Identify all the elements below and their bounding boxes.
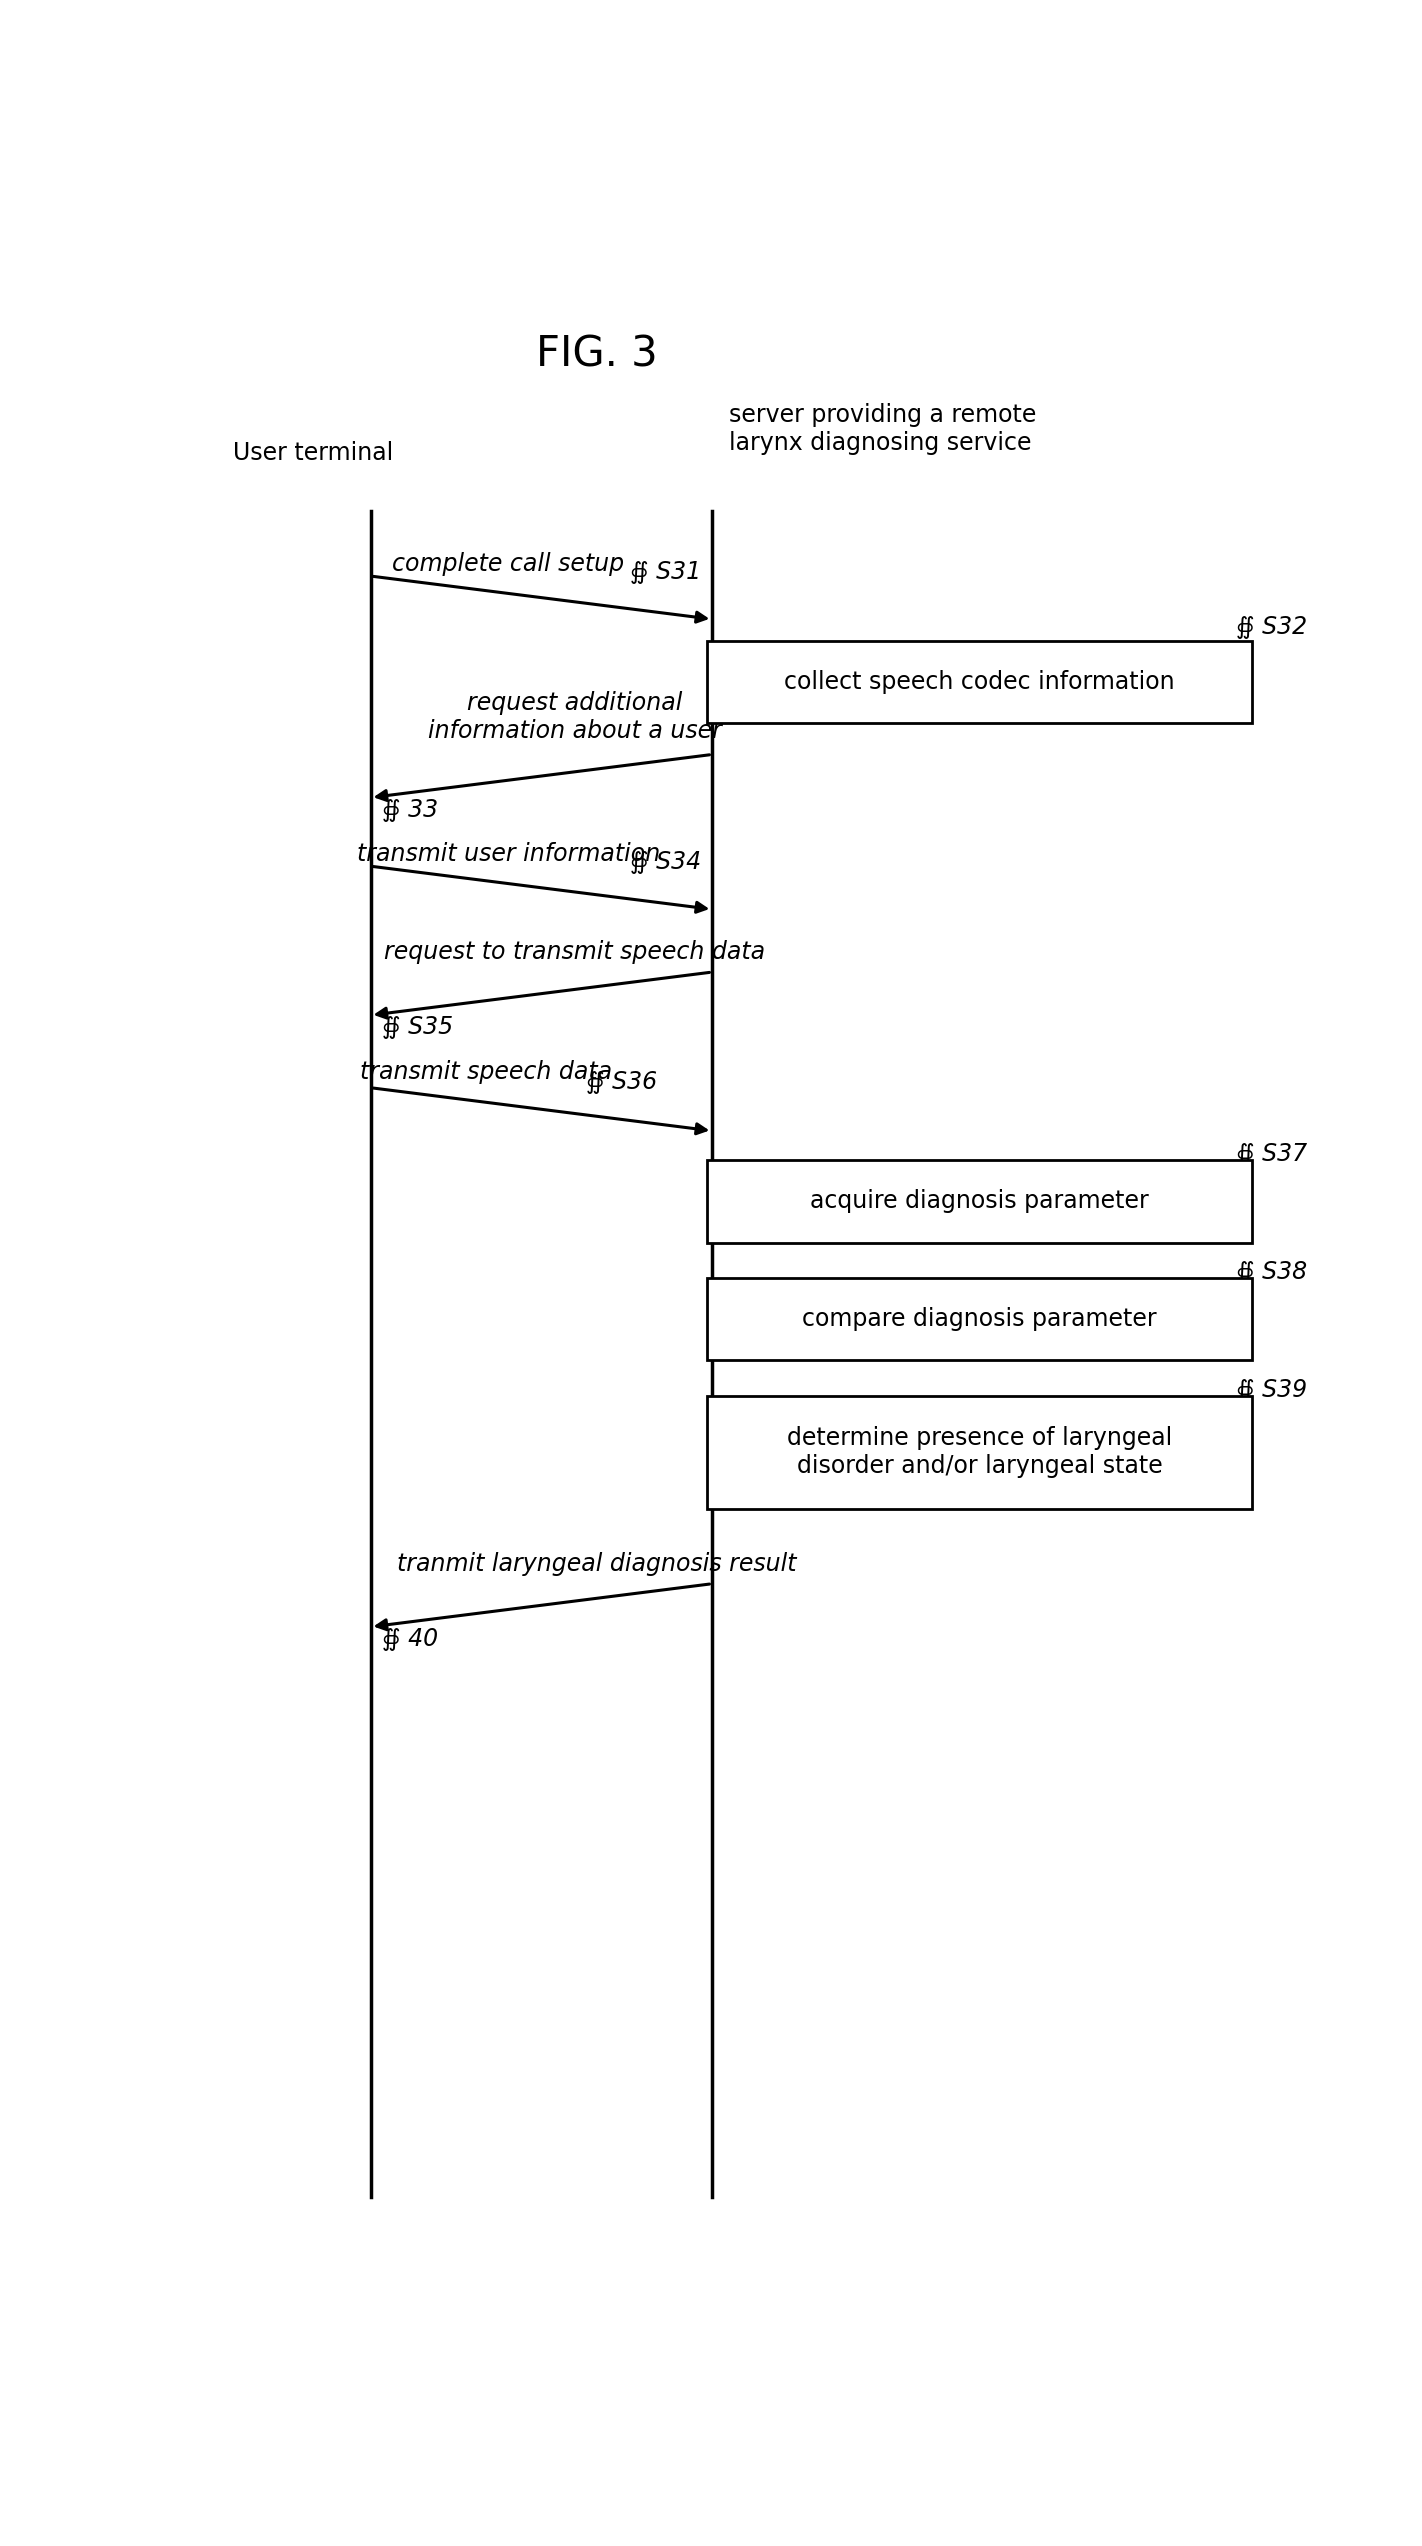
Text: determine presence of laryngeal
disorder and/or laryngeal state: determine presence of laryngeal disorder…: [786, 1426, 1172, 1479]
Bar: [707, 1161, 1253, 1242]
Text: server providing a remote
larynx diagnosing service: server providing a remote larynx diagnos…: [728, 402, 1037, 456]
Text: ∯ S34: ∯ S34: [630, 850, 701, 873]
Bar: [707, 1278, 1253, 1360]
Text: FIG. 3: FIG. 3: [536, 334, 657, 374]
Text: request additional
information about a user: request additional information about a u…: [428, 690, 721, 743]
Text: acquire diagnosis parameter: acquire diagnosis parameter: [811, 1189, 1149, 1214]
Text: ∯ S39: ∯ S39: [1236, 1377, 1307, 1403]
Text: ∯ S36: ∯ S36: [586, 1069, 657, 1095]
Text: compare diagnosis parameter: compare diagnosis parameter: [802, 1306, 1158, 1332]
Text: User terminal: User terminal: [233, 440, 392, 463]
Text: ∯ S35: ∯ S35: [381, 1016, 452, 1039]
Text: tranmit laryngeal diagnosis result: tranmit laryngeal diagnosis result: [397, 1553, 796, 1576]
Text: ∯ 40: ∯ 40: [381, 1627, 438, 1650]
Text: complete call setup: complete call setup: [392, 552, 624, 575]
Text: transmit user information: transmit user information: [357, 843, 660, 866]
Text: collect speech codec information: collect speech codec information: [784, 670, 1175, 695]
Text: ∯ S38: ∯ S38: [1236, 1260, 1307, 1283]
Text: ∯ 33: ∯ 33: [381, 797, 438, 822]
Text: ∯ S37: ∯ S37: [1236, 1143, 1307, 1166]
Text: ∯ S32: ∯ S32: [1236, 616, 1307, 639]
Text: ∯ S31: ∯ S31: [630, 560, 701, 583]
Text: request to transmit speech data: request to transmit speech data: [384, 939, 765, 965]
Text: transmit speech data: transmit speech data: [360, 1059, 613, 1085]
Bar: [707, 642, 1253, 723]
Bar: [707, 1395, 1253, 1510]
